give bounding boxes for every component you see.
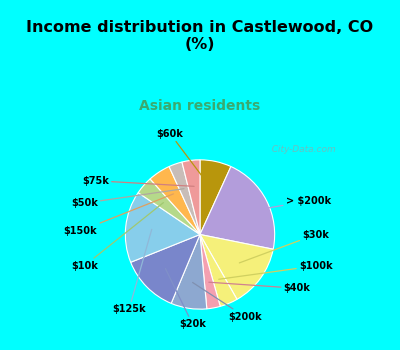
Text: $10k: $10k [71,203,164,271]
Wedge shape [200,234,237,306]
Text: $100k: $100k [219,261,332,279]
Text: $125k: $125k [112,229,152,314]
Wedge shape [200,167,275,249]
Wedge shape [182,160,200,235]
Text: City-Data.com: City-Data.com [266,145,336,154]
Text: $150k: $150k [64,194,174,236]
Text: > $200k: > $200k [243,196,331,212]
Wedge shape [200,234,273,299]
Text: $30k: $30k [239,230,329,263]
Wedge shape [169,162,200,234]
Wedge shape [171,234,207,309]
Text: $20k: $20k [166,268,206,329]
Wedge shape [200,160,231,235]
Text: $60k: $60k [157,129,210,187]
Text: $50k: $50k [71,189,184,208]
Wedge shape [150,167,200,234]
Wedge shape [125,193,200,262]
Text: $40k: $40k [209,282,310,293]
Wedge shape [131,234,200,303]
Text: $75k: $75k [82,176,194,186]
Text: Asian residents: Asian residents [139,99,261,113]
Wedge shape [200,234,220,309]
Text: $200k: $200k [193,282,262,322]
Wedge shape [138,179,200,234]
Text: Income distribution in Castlewood, CO
(%): Income distribution in Castlewood, CO (%… [26,20,374,52]
